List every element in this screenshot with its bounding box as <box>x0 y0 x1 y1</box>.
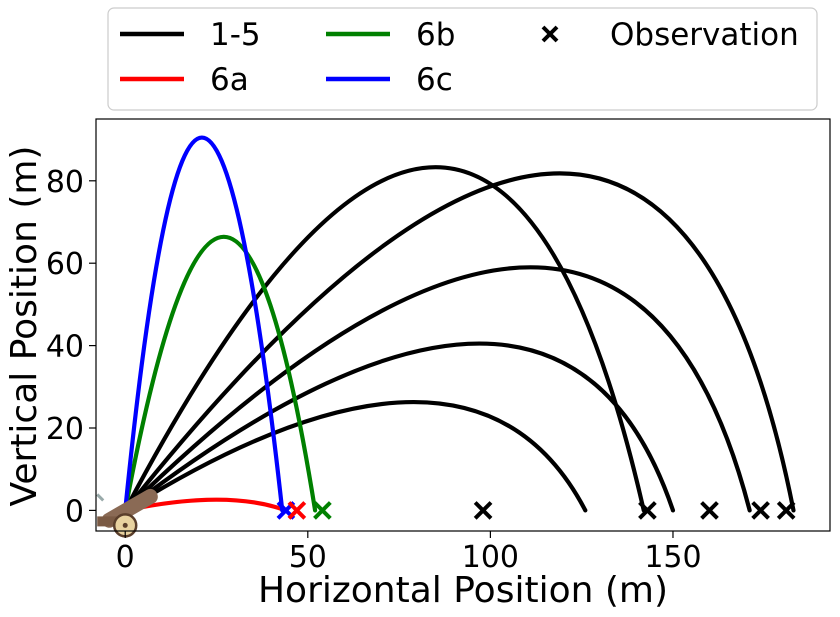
x-tick-label: 50 <box>289 540 327 575</box>
legend-item-2: 6b <box>326 17 455 53</box>
plot-frame <box>95 118 831 532</box>
legend-marker <box>541 25 559 43</box>
legend-item-1: 6a <box>120 62 249 98</box>
y-tick-label: 20 <box>46 412 84 447</box>
trajectory-line-6c-7 <box>123 135 285 513</box>
trajectory-line-1-5-0 <box>123 400 588 513</box>
cannon-hub <box>122 522 128 528</box>
observation-marker-7 <box>776 501 796 520</box>
legend-item-0: 1-5 <box>120 17 261 53</box>
observation-marker-6 <box>751 501 770 520</box>
trajectory-line-6b-6 <box>123 235 318 513</box>
observation-marker-5 <box>700 501 719 520</box>
legend-frame <box>107 7 818 111</box>
x-tick-label: 0 <box>116 540 135 575</box>
legend-label: Observation <box>610 17 799 53</box>
x-tick-label: 150 <box>644 540 701 575</box>
trajectory-line-1-5-4 <box>123 165 646 513</box>
y-tick-label: 0 <box>65 494 84 529</box>
trajectory-line-1-5-3 <box>123 171 796 513</box>
observation-marker-3 <box>473 501 493 520</box>
y-tick-label: 60 <box>46 247 84 282</box>
observation-marker-2 <box>313 501 332 520</box>
trajectory-line-1-5-2 <box>123 265 752 513</box>
x-axis: 0 50 100 150 <box>116 531 702 575</box>
trajectory-line-1-5-1 <box>123 341 676 513</box>
y-axis: 0 20 40 60 80 <box>46 165 96 529</box>
legend-label: 6b <box>416 17 455 53</box>
legend-item-3: 6c <box>326 62 453 98</box>
legend-label: 1-5 <box>210 17 261 53</box>
cannon-rammer <box>96 493 105 502</box>
observation-marker-4 <box>638 501 657 520</box>
x-tick-label: 100 <box>462 540 519 575</box>
legend-label: 6c <box>416 62 453 98</box>
legend-item-4: Observation <box>541 17 799 53</box>
observation-marker-1 <box>287 501 307 520</box>
plot-area <box>95 118 831 538</box>
y-axis-title: Vertical Position (m) <box>4 146 45 507</box>
y-tick-label: 80 <box>46 165 84 200</box>
legend-label: 6a <box>210 62 249 98</box>
y-tick-label: 40 <box>46 330 84 365</box>
legend: 1-5 6a 6b 6c Observation <box>107 7 818 111</box>
x-axis-title: Horizontal Position (m) <box>258 570 668 611</box>
